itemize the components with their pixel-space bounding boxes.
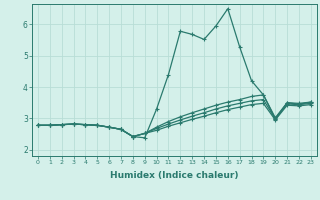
- X-axis label: Humidex (Indice chaleur): Humidex (Indice chaleur): [110, 171, 239, 180]
